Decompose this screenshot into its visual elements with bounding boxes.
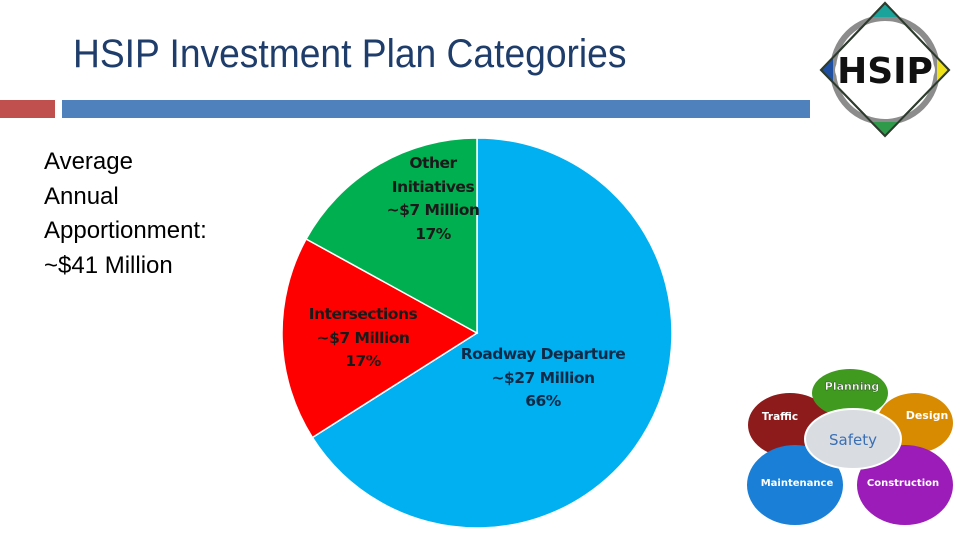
puzzle-piece-construction	[857, 445, 953, 525]
slice-label-text: Other	[409, 154, 457, 172]
puzzle-piece-safety	[804, 408, 902, 470]
logo-text: HSIP	[837, 51, 933, 92]
slice-percent: 17%	[345, 352, 381, 370]
slice-amount: ~$7 Million	[316, 328, 410, 347]
slice-label-other-initiatives: Other Initiatives ~$7 Million 17%	[387, 152, 480, 246]
puzzle-label-planning: Planning	[825, 380, 879, 393]
slice-amount: ~$27 Million	[491, 368, 595, 387]
puzzle-piece-maintenance	[747, 445, 843, 525]
puzzle-label-safety: Safety	[829, 431, 877, 449]
slice-label-text: Roadway Departure	[460, 345, 626, 363]
title-accent-bar-blue	[62, 100, 810, 118]
slice-label-roadway-departure: Roadway Departure ~$27 Million 66%	[461, 343, 626, 414]
slide-title: HSIP Investment Plan Categories	[73, 32, 627, 76]
pie-slice-intersections	[281, 237, 479, 439]
pie-slice-roadway-departure	[311, 137, 673, 529]
apportionment-text: Average Annual Apportionment: ~$41 Milli…	[44, 145, 207, 283]
slice-percent: 66%	[525, 392, 561, 410]
safety-puzzle-graphic: Safety Planning Traffic Design Maintenan…	[747, 369, 953, 525]
apportionment-line: Apportionment:	[44, 217, 207, 244]
title-accent-bar-red	[0, 100, 55, 118]
apportionment-line: Average	[44, 148, 133, 175]
apportionment-line: Annual	[44, 182, 119, 210]
puzzle-label-design: Design	[906, 409, 949, 422]
puzzle-piece-planning	[812, 369, 888, 417]
hsip-logo-icon: HSIP	[819, 1, 951, 138]
apportionment-total: ~$41 Million	[44, 251, 173, 279]
slice-label-text: Intersections	[308, 305, 418, 323]
puzzle-label-traffic: Traffic	[762, 411, 798, 423]
slice-label-text: Initiatives	[391, 177, 475, 196]
puzzle-label-maintenance: Maintenance	[761, 478, 834, 489]
slice-percent: 17%	[415, 224, 451, 243]
pie-slice-other-initiatives	[305, 137, 478, 335]
slice-label-intersections: Intersections ~$7 Million 17%	[308, 303, 418, 374]
puzzle-label-construction: Construction	[867, 478, 939, 489]
slice-amount: ~$7 Million	[386, 201, 480, 219]
